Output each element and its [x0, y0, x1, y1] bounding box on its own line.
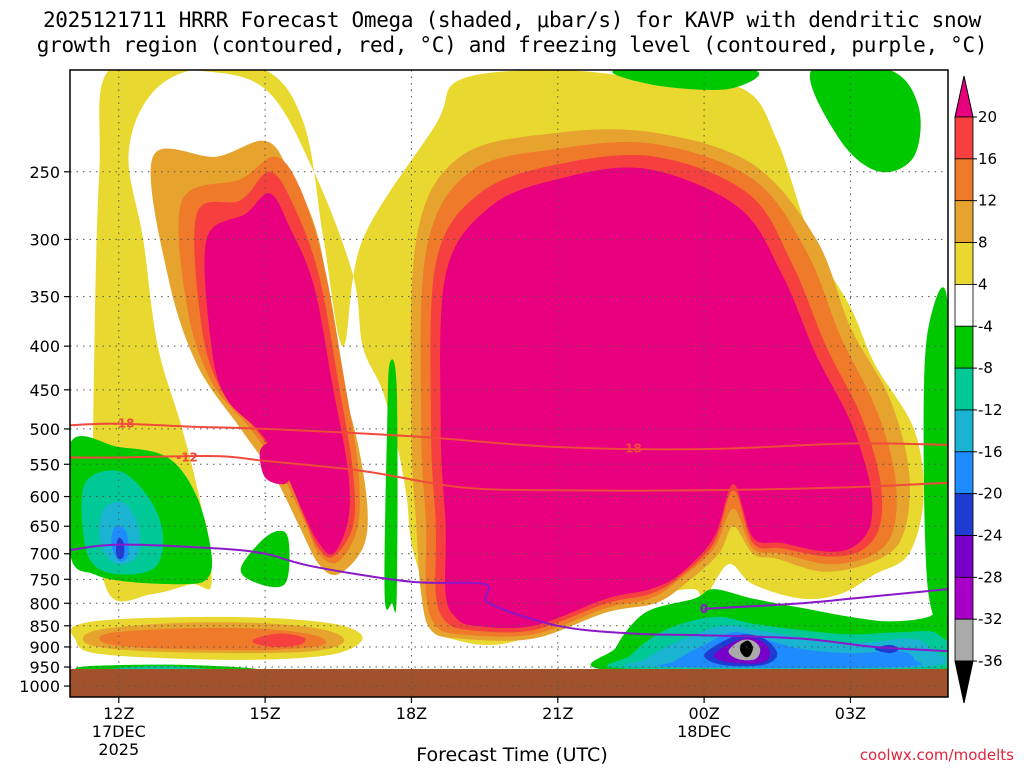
colorbar-swatch	[954, 158, 974, 202]
y-tick-label: 550	[29, 455, 60, 474]
colorbar-swatch	[954, 116, 974, 160]
y-tick-label: 750	[29, 570, 60, 589]
y-tick-label: 700	[29, 545, 60, 564]
colorbar-tick-label: -16	[978, 443, 1003, 461]
colorbar-tick-label: -32	[978, 610, 1003, 628]
contour-label: -12	[176, 450, 198, 464]
contour-line	[704, 588, 948, 610]
omega-shading	[70, 70, 948, 679]
y-tick-label: 300	[29, 230, 60, 249]
y-tick-label: 900	[29, 638, 60, 657]
colorbar: 20 16 12 8 4 -4 -8 -12 -16 -20 -24 -28 -32 -36	[954, 75, 1003, 704]
colorbar-swatch	[954, 535, 974, 578]
colorbar-swatch	[954, 200, 974, 243]
colorbar-swatch	[954, 283, 974, 327]
colorbar-bottom-arrow	[954, 660, 974, 704]
contour-labels: -18 -12 -18 0	[113, 417, 708, 616]
plot-frame	[69, 69, 949, 698]
omega-region-16	[252, 633, 306, 648]
x-tick-label: 03Z	[835, 704, 866, 723]
y-tick-label: 450	[29, 381, 60, 400]
ground-surface	[70, 669, 948, 697]
grid-lines	[70, 70, 948, 697]
colorbar-tick-label: 12	[978, 192, 997, 210]
omega-region-20	[440, 167, 873, 629]
y-tick-label: 250	[29, 163, 60, 182]
contour-label: 0	[700, 602, 708, 616]
x-tick-year: 2025	[98, 740, 139, 759]
colorbar-tick-label: -36	[978, 652, 1003, 670]
colorbar-swatch	[954, 242, 974, 285]
omega-region-20	[259, 442, 291, 485]
credit-link[interactable]: coolwx.com/modelts	[859, 746, 1014, 764]
y-tick-label: 650	[29, 517, 60, 536]
colorbar-tick-label: -4	[978, 317, 993, 335]
colorbar-swatch	[954, 576, 974, 620]
y-tick-label: 1000	[19, 677, 60, 696]
contour-label: -18	[113, 417, 135, 431]
x-axis-label: Forecast Time (UTC)	[416, 744, 608, 766]
omega-region--4	[923, 287, 948, 629]
x-tick-label: 21Z	[542, 704, 573, 723]
y-tick-label: 800	[29, 594, 60, 613]
x-tick-date: 18DEC	[677, 722, 731, 741]
y-tick-label: 500	[29, 420, 60, 439]
colorbar-tick-label: 4	[978, 275, 988, 293]
omega-region--4	[612, 70, 760, 90]
colorbar-tick-label: 16	[978, 150, 997, 168]
chart-title-line1: 2025121711 HRRR Forecast Omega (shaded, …	[42, 8, 982, 32]
y-tick-label: 950	[29, 658, 60, 677]
x-tick-label: 12Z	[103, 704, 134, 723]
omega-region--36	[739, 640, 753, 658]
colorbar-tick-label: 8	[978, 234, 988, 252]
y-axis: 250 300 350 400 450 500 550 600 650 700 750 800 850 9…	[19, 163, 70, 696]
colorbar-swatch	[954, 493, 974, 536]
contour-line	[70, 454, 948, 492]
colorbar-swatch	[954, 367, 974, 411]
colorbar-swatch	[954, 451, 974, 495]
colorbar-swatch	[954, 409, 974, 453]
x-tick-label: 00Z	[688, 704, 719, 723]
colorbar-tick-label: -8	[978, 359, 993, 377]
x-tick-date: 17DEC	[92, 722, 146, 741]
colorbar-tick-label: -28	[978, 568, 1003, 586]
omega-region-20	[204, 193, 350, 555]
x-tick-label: 15Z	[249, 704, 280, 723]
x-tick-label: 18Z	[396, 704, 427, 723]
chart-title-line2: growth region (contoured, red, °C) and f…	[36, 33, 988, 57]
colorbar-tick-label: -12	[978, 401, 1003, 419]
colorbar-tick-label: 20	[978, 108, 997, 126]
contour-label: -18	[620, 441, 642, 455]
omega-region--4	[809, 70, 921, 173]
contour-line	[70, 422, 948, 451]
y-tick-label: 850	[29, 617, 60, 636]
colorbar-swatch	[954, 325, 974, 369]
y-tick-label: 600	[29, 488, 60, 507]
contour-lines	[70, 422, 948, 653]
y-tick-label: 400	[29, 337, 60, 356]
contour-line	[70, 543, 948, 653]
colorbar-top-arrow	[954, 75, 974, 118]
colorbar-swatch	[954, 618, 974, 662]
colorbar-tick-label: -20	[978, 485, 1003, 503]
colorbar-tick-label: -24	[978, 527, 1003, 545]
omega-region--4	[384, 359, 398, 613]
y-tick-label: 350	[29, 288, 60, 307]
